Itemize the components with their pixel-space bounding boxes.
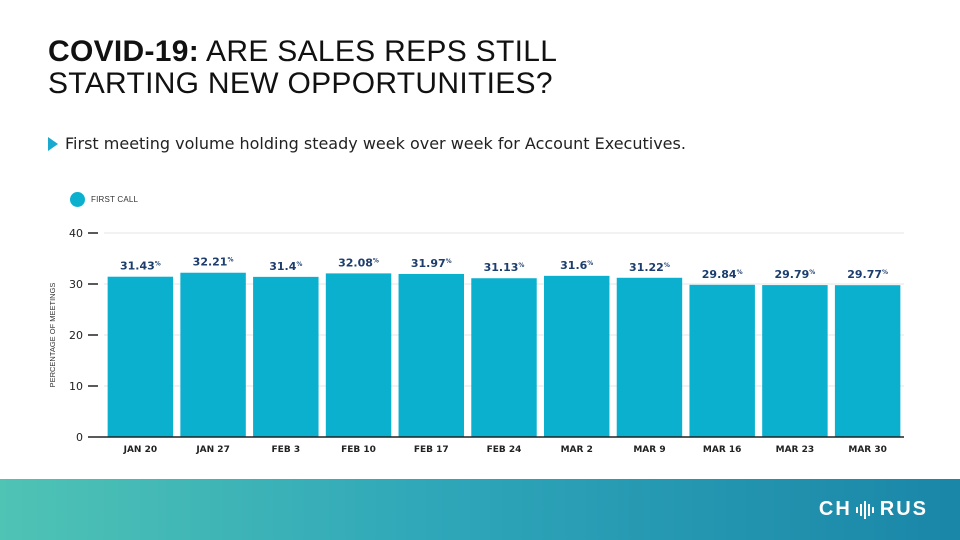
data-label: 31.4% <box>269 260 302 273</box>
y-axis-label: PERCENTAGE OF MEETINGS <box>48 283 57 388</box>
legend-label: FIRST CALL <box>91 195 139 204</box>
logo-wave-icon <box>855 500 874 519</box>
logo-text-left: CH <box>818 498 852 520</box>
data-label: 31.13% <box>484 261 525 274</box>
data-label: 32.21% <box>193 256 234 269</box>
bar <box>325 273 392 437</box>
bar-chart: 0 10 20 30 40 PERCENTAGE OF MEETINGS 31.43% JAN… <box>48 227 904 455</box>
bullet-triangle-icon <box>48 136 58 151</box>
x-tick-label: JAN 20 <box>123 445 158 455</box>
x-tick-label: FEB 17 <box>414 445 449 455</box>
x-tick-label: JAN 27 <box>195 445 230 455</box>
title-line-2: STARTING NEW OPPORTUNITIES? <box>48 67 553 100</box>
title-rest: ARE SALES REPS STILL <box>199 35 558 68</box>
x-tick-label: MAR 23 <box>776 445 815 455</box>
y-tick-label: 20 <box>69 329 83 342</box>
chart-legend: FIRST CALL <box>70 192 138 207</box>
y-tick-label: 0 <box>76 431 83 444</box>
bar <box>689 284 755 437</box>
bar <box>180 272 246 437</box>
data-label: 31.97% <box>411 257 452 270</box>
legend-dot-icon <box>70 192 85 207</box>
chorus-logo: CH RUS <box>819 498 928 521</box>
bar <box>107 276 174 437</box>
data-label: 32.08% <box>338 256 379 269</box>
x-tick-label: MAR 16 <box>703 445 742 455</box>
y-tick-label: 30 <box>69 278 83 291</box>
logo-text-right: RUS <box>879 498 928 520</box>
data-label: 29.84% <box>702 268 743 281</box>
subtitle-text: First meeting volume holding steady week… <box>65 134 686 153</box>
x-tick-label: MAR 2 <box>561 445 593 455</box>
x-tick-label: FEB 10 <box>341 445 376 455</box>
x-tick-label: MAR 30 <box>848 445 887 455</box>
data-label: 29.79% <box>775 268 816 281</box>
title-strong: COVID-19: <box>48 35 200 68</box>
page-title: COVID-19: ARE SALES REPS STILL STARTING … <box>48 36 557 100</box>
bar <box>471 278 537 437</box>
bar <box>253 276 319 437</box>
x-tick-label: FEB 3 <box>272 445 301 455</box>
y-tick-label: 40 <box>69 227 83 240</box>
x-tick-label: FEB 24 <box>487 445 522 455</box>
bar <box>544 275 610 437</box>
bar <box>398 273 464 437</box>
data-label: 29.77% <box>847 268 888 281</box>
data-label: 31.22% <box>629 261 670 274</box>
data-label: 31.6% <box>560 259 593 272</box>
bar <box>834 285 901 437</box>
x-tick-label: MAR 9 <box>633 445 665 455</box>
title-line-1: COVID-19: ARE SALES REPS STILL <box>48 36 557 68</box>
bar <box>762 285 828 437</box>
footer-band: CH RUS <box>0 479 960 540</box>
data-label: 31.43% <box>120 260 161 273</box>
bar <box>616 277 683 437</box>
y-tick-label: 10 <box>69 380 83 393</box>
subtitle: First meeting volume holding steady week… <box>48 134 686 153</box>
